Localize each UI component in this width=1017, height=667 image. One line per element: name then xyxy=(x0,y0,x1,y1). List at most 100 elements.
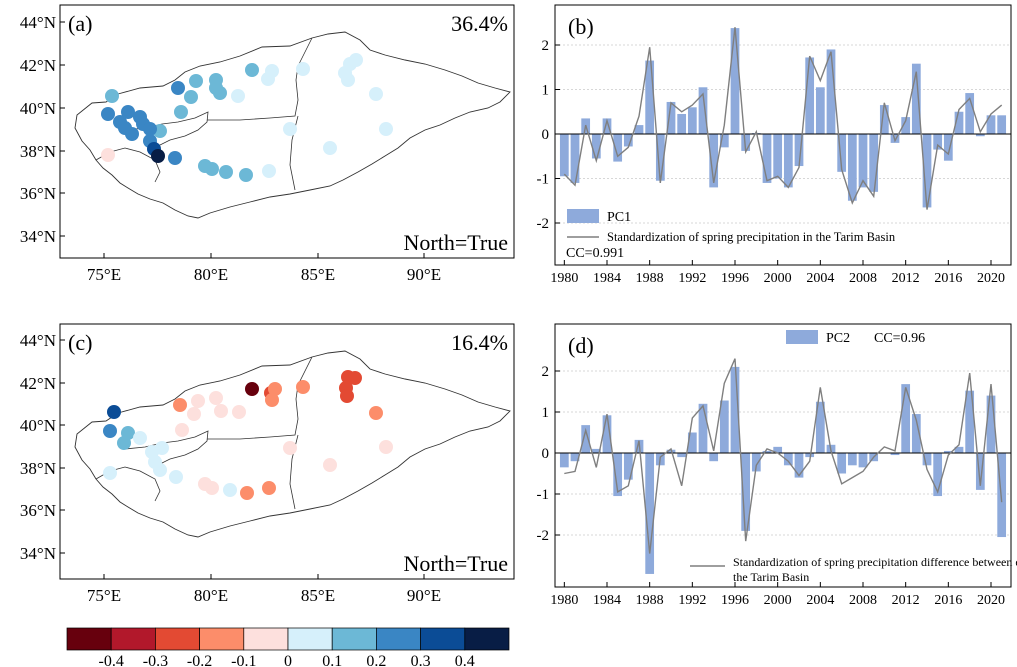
lon-tick-label: 75°E xyxy=(87,265,121,284)
colorbar-segment xyxy=(331,627,377,651)
lon-tick-label: 75°E xyxy=(87,586,121,605)
x-tick-label: 2008 xyxy=(849,593,877,608)
region-boundary xyxy=(207,384,299,440)
x-tick-label: 2004 xyxy=(806,593,834,608)
station-marker xyxy=(101,107,115,121)
lat-tick-label: 34°N xyxy=(20,544,56,563)
colorbar-segment xyxy=(464,627,510,651)
station-marker xyxy=(214,404,228,418)
y-tick-label: -2 xyxy=(537,528,550,544)
lat-tick-label: 34°N xyxy=(20,227,56,246)
lon-tick-label: 80°E xyxy=(194,265,228,284)
station-marker xyxy=(262,481,276,495)
bar xyxy=(602,415,612,453)
y-tick-label: 2 xyxy=(542,364,550,380)
chart-panel-b: -2 -1 0 1 2 1980 1984 1988 1992 1996 2000 2004 2008 2… xyxy=(537,4,1012,286)
bar xyxy=(634,125,644,134)
x-tick-label: 1980 xyxy=(550,593,578,608)
bar xyxy=(762,134,772,183)
station-marker xyxy=(239,168,253,182)
bar xyxy=(687,432,697,453)
bar xyxy=(602,118,612,134)
station-marker xyxy=(213,86,227,100)
bar xyxy=(645,453,655,574)
station-marker xyxy=(174,105,188,119)
station-marker xyxy=(125,127,139,141)
map-frame xyxy=(59,323,515,580)
panel-label: (d) xyxy=(568,333,594,358)
bar xyxy=(901,117,911,134)
legend-label-line-1: Standardization of spring precipitation … xyxy=(733,555,1017,569)
legend-label-line: Standardization of spring precipitation … xyxy=(607,230,896,244)
bar xyxy=(709,134,719,188)
bar xyxy=(698,403,708,453)
station-marker xyxy=(205,162,219,176)
station-marker xyxy=(107,405,121,419)
bar xyxy=(805,57,815,134)
bar xyxy=(901,384,911,453)
station-marker xyxy=(349,53,363,67)
panel-label: (c) xyxy=(68,330,92,355)
colorbar-label: 0 xyxy=(284,653,292,667)
station-marker xyxy=(191,394,205,408)
station-marker xyxy=(369,87,383,101)
bar xyxy=(591,134,601,159)
station-marker xyxy=(262,164,276,178)
station-marker xyxy=(155,441,169,455)
variance-explained: 16.4% xyxy=(451,330,508,355)
region-boundary xyxy=(297,356,313,386)
station-marker xyxy=(232,405,246,419)
x-tick-label: 2004 xyxy=(806,271,834,286)
bar xyxy=(751,453,761,472)
x-tick-label: 1988 xyxy=(636,593,664,608)
lat-tick-label: 40°N xyxy=(20,99,56,118)
station-marker xyxy=(168,151,182,165)
y-tick-label: 1 xyxy=(542,405,550,421)
station-marker xyxy=(151,149,165,163)
station-marker xyxy=(369,406,383,420)
x-tick-label: 1980 xyxy=(550,271,578,286)
lon-tick-label: 90°E xyxy=(407,265,441,284)
station-marker xyxy=(101,148,115,162)
station-marker xyxy=(105,89,119,103)
bar xyxy=(687,107,697,134)
bar xyxy=(741,453,751,531)
station-marker xyxy=(323,141,337,155)
plot-frame xyxy=(554,4,1012,266)
bar xyxy=(933,134,943,150)
station-marker xyxy=(245,63,259,77)
x-tick-label: 2016 xyxy=(934,593,962,608)
map-frame xyxy=(59,4,515,259)
legend-label-bar: PC2 xyxy=(826,331,850,346)
station-marker xyxy=(261,72,275,86)
station-marker xyxy=(323,458,337,472)
bar xyxy=(954,111,964,134)
bar xyxy=(965,93,975,134)
station-marker xyxy=(103,424,117,438)
lat-tick-label: 36°N xyxy=(20,184,56,203)
x-tick-label: 2000 xyxy=(764,271,792,286)
bar xyxy=(954,446,964,453)
bar xyxy=(933,453,943,497)
x-tick-label: 1984 xyxy=(593,593,621,608)
x-tick-label: 1992 xyxy=(678,593,706,608)
region-boundary xyxy=(297,37,313,67)
station-marker xyxy=(171,81,185,95)
x-tick-label: 1988 xyxy=(636,271,664,286)
lon-tick-label: 85°E xyxy=(301,265,335,284)
bar xyxy=(975,453,985,490)
station-marker xyxy=(283,122,297,136)
bar xyxy=(613,453,623,497)
x-tick-label: 1984 xyxy=(593,271,621,286)
bar xyxy=(730,28,740,135)
colorbar-label: 0.1 xyxy=(322,653,342,667)
colorbar-segment xyxy=(199,627,245,651)
series-line xyxy=(563,27,1003,210)
colorbar-label: 0.4 xyxy=(455,653,475,667)
bar xyxy=(783,134,793,188)
bar xyxy=(911,414,921,453)
bar xyxy=(719,134,729,148)
series-line xyxy=(564,358,1003,554)
y-tick-label: 2 xyxy=(542,38,550,54)
colorbar: -0.4 -0.3 -0.2 -0.1 0 0.1 0.2 0.3 0.4 xyxy=(66,627,510,667)
